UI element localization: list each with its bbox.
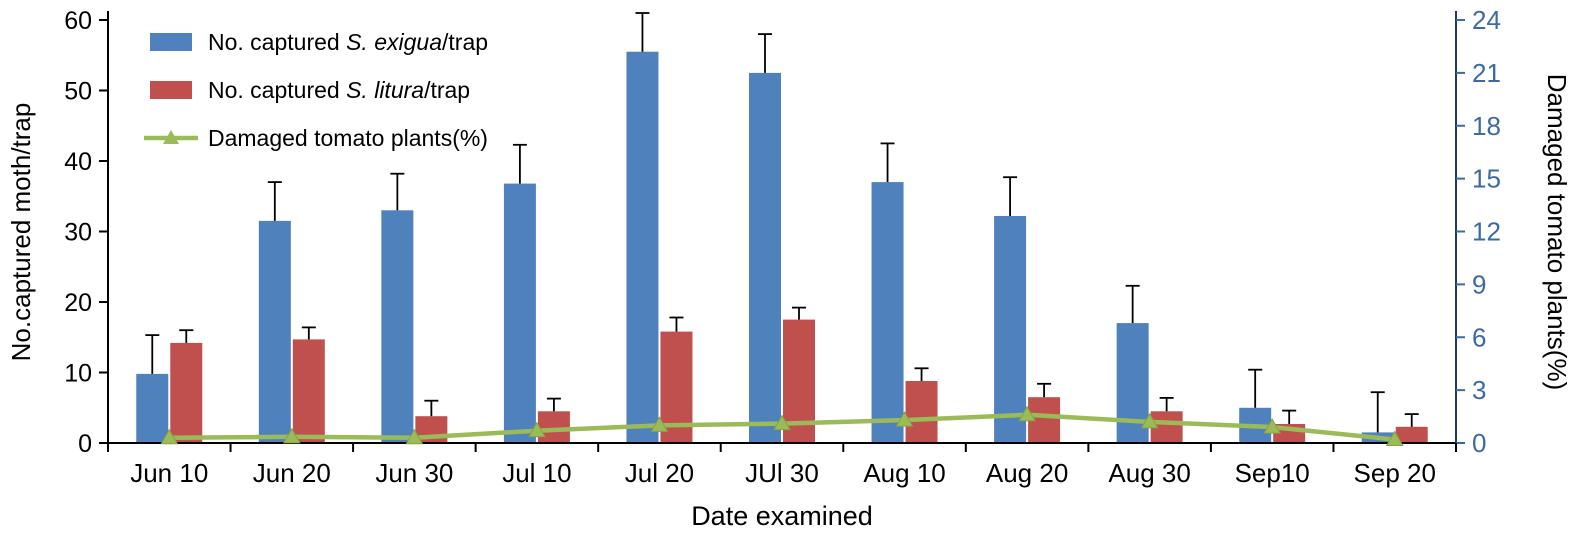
legend-label: Damaged tomato plants(%) <box>208 125 488 151</box>
legend-triangle-marker <box>163 130 179 144</box>
triangle-marker <box>650 416 669 432</box>
legend-item: No. captured S. exigua/trap <box>150 29 488 55</box>
right-tick-label: 12 <box>1472 217 1501 247</box>
bar-series0-5 <box>749 72 781 444</box>
bar-series1-1 <box>292 339 325 443</box>
bar-series0-7 <box>994 216 1027 443</box>
left-tick-label: 40 <box>64 148 92 176</box>
left-tick-label: 60 <box>64 7 92 35</box>
triangle-marker <box>895 411 914 427</box>
triangle-marker <box>405 428 424 445</box>
plot-area: 0 10 20 30 40 50 60 0 3 6 9 12 15 18 21 24 Jun 10 Jun 20 J… <box>64 5 1501 488</box>
left-tick-label: 20 <box>64 289 92 317</box>
legend-item: No. captured S. litura/trap <box>150 77 470 103</box>
right-tick-label: 18 <box>1472 111 1501 141</box>
legend-swatch <box>150 81 192 99</box>
triangle-marker <box>1140 412 1159 429</box>
x-tick-label: Jun 30 <box>375 458 453 488</box>
bar-series0-4 <box>626 51 659 443</box>
left-axis-title: No.captured moth/trap <box>6 103 36 362</box>
left-tick-label: 30 <box>64 219 92 247</box>
triangle-marker <box>1385 430 1404 446</box>
right-tick-label: 21 <box>1472 58 1501 88</box>
bar-series0-3 <box>503 183 536 443</box>
bar-series0-0 <box>136 373 169 443</box>
x-tick-label: Aug 30 <box>1108 458 1190 488</box>
x-tick-label: Jul 10 <box>502 458 571 488</box>
x-tick-label: Sep 20 <box>1354 458 1436 488</box>
right-tick-label: 3 <box>1472 375 1486 405</box>
bar-series0-6 <box>871 182 904 443</box>
right-tick-label: 0 <box>1472 428 1486 458</box>
legend-label: No. captured S. exigua/trap <box>208 29 488 55</box>
x-tick-label: Jun 20 <box>253 458 331 488</box>
bar-series1-0 <box>170 342 203 443</box>
x-tick-label: Sep10 <box>1235 458 1310 488</box>
x-tick-label: Jul 20 <box>625 458 694 488</box>
triangle-marker <box>528 421 546 438</box>
x-tick-label: JUl 30 <box>745 458 819 488</box>
x-tick-label: Aug 10 <box>863 458 945 488</box>
left-tick-label: 50 <box>64 78 92 106</box>
bar-series1-6 <box>905 381 938 443</box>
triangle-marker <box>160 428 179 445</box>
legend-label: No. captured S. litura/trap <box>208 77 470 103</box>
legend-item: Damaged tomato plants(%) <box>144 125 488 151</box>
bar-series1-3 <box>537 411 570 443</box>
triangle-marker <box>282 427 301 444</box>
x-tick-label: Aug 20 <box>986 458 1068 488</box>
triangle-marker <box>773 414 791 431</box>
triangle-marker <box>1263 418 1282 434</box>
legend-swatch <box>150 33 192 51</box>
right-tick-label: 9 <box>1472 269 1486 299</box>
right-tick-label: 24 <box>1472 5 1501 35</box>
left-tick-label: 10 <box>64 360 92 388</box>
right-axis-title: Damaged tomato plants(%) <box>1542 74 1572 390</box>
x-tick-label: Jun 10 <box>130 458 208 488</box>
bar-series0-2 <box>381 210 414 443</box>
triangle-marker <box>1018 405 1036 422</box>
left-tick-label: 0 <box>78 430 92 458</box>
bar-series1-10 <box>1395 426 1428 443</box>
bar-series0-1 <box>258 220 291 443</box>
right-tick-label: 6 <box>1472 322 1486 352</box>
right-tick-label: 15 <box>1472 164 1501 194</box>
x-axis-title: Date examined <box>691 501 873 531</box>
